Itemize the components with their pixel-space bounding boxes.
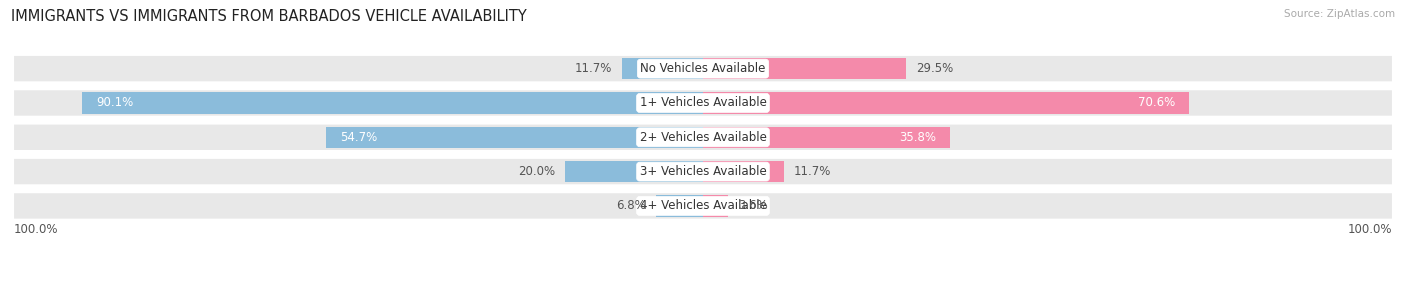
Text: 3+ Vehicles Available: 3+ Vehicles Available bbox=[640, 165, 766, 178]
Text: 1+ Vehicles Available: 1+ Vehicles Available bbox=[640, 96, 766, 110]
Bar bbox=[703, 58, 907, 79]
Bar bbox=[565, 161, 703, 182]
Bar bbox=[326, 127, 703, 148]
Bar bbox=[703, 161, 783, 182]
Text: 11.7%: 11.7% bbox=[794, 165, 831, 178]
FancyBboxPatch shape bbox=[14, 56, 1392, 81]
Text: 6.8%: 6.8% bbox=[616, 199, 645, 212]
FancyBboxPatch shape bbox=[14, 125, 1392, 150]
Text: 3.6%: 3.6% bbox=[738, 199, 768, 212]
Bar bbox=[83, 92, 703, 114]
Bar bbox=[703, 92, 1189, 114]
Text: IMMIGRANTS VS IMMIGRANTS FROM BARBADOS VEHICLE AVAILABILITY: IMMIGRANTS VS IMMIGRANTS FROM BARBADOS V… bbox=[11, 9, 527, 23]
Text: 100.0%: 100.0% bbox=[14, 223, 59, 236]
FancyBboxPatch shape bbox=[14, 159, 1392, 184]
Bar bbox=[623, 58, 703, 79]
Text: 11.7%: 11.7% bbox=[575, 62, 612, 75]
FancyBboxPatch shape bbox=[14, 90, 1392, 116]
Text: 54.7%: 54.7% bbox=[340, 131, 377, 144]
Text: 90.1%: 90.1% bbox=[96, 96, 134, 110]
Text: 100.0%: 100.0% bbox=[1347, 223, 1392, 236]
Bar bbox=[703, 195, 728, 217]
Text: No Vehicles Available: No Vehicles Available bbox=[640, 62, 766, 75]
Text: 35.8%: 35.8% bbox=[898, 131, 936, 144]
Text: 29.5%: 29.5% bbox=[917, 62, 953, 75]
Text: 70.6%: 70.6% bbox=[1139, 96, 1175, 110]
Text: 2+ Vehicles Available: 2+ Vehicles Available bbox=[640, 131, 766, 144]
FancyBboxPatch shape bbox=[14, 193, 1392, 219]
Bar bbox=[657, 195, 703, 217]
Bar bbox=[703, 127, 949, 148]
Legend: Immigrants, Immigrants from Barbados: Immigrants, Immigrants from Barbados bbox=[548, 283, 858, 286]
Text: 20.0%: 20.0% bbox=[517, 165, 555, 178]
Text: 4+ Vehicles Available: 4+ Vehicles Available bbox=[640, 199, 766, 212]
Text: Source: ZipAtlas.com: Source: ZipAtlas.com bbox=[1284, 9, 1395, 19]
